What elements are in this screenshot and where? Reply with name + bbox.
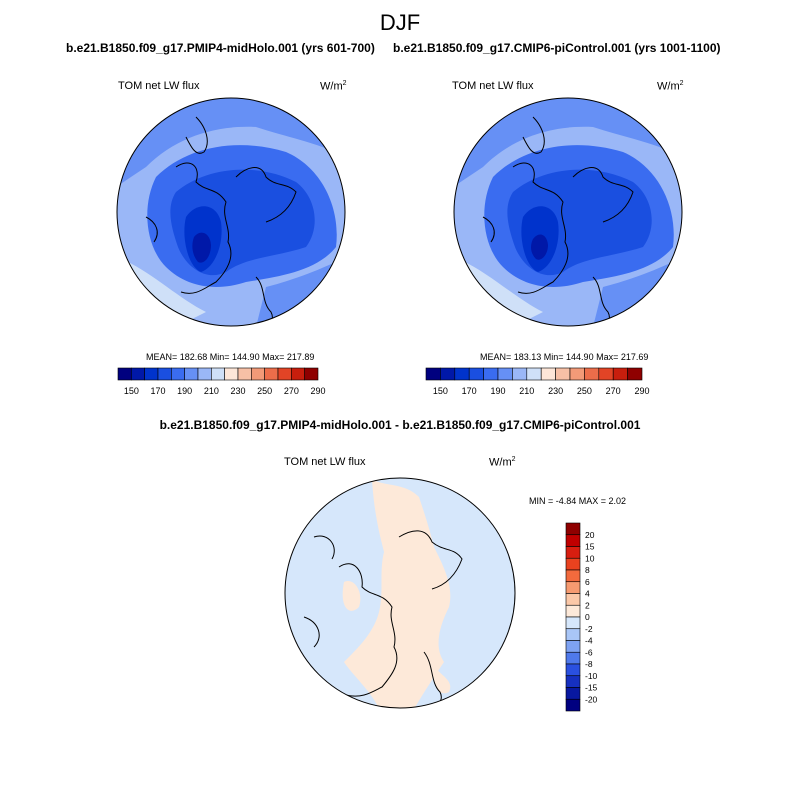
colorbar-tick-label: 20 bbox=[585, 530, 595, 540]
colorbar-swatch bbox=[483, 367, 499, 381]
colorbar-swatch bbox=[425, 367, 441, 381]
colorbar-swatch bbox=[264, 367, 279, 381]
colorbar-swatch bbox=[224, 367, 239, 381]
colorbar-swatch bbox=[565, 604, 581, 618]
colorbar-swatch bbox=[468, 367, 484, 381]
colorbar-swatch bbox=[131, 367, 145, 381]
colorbar-tick-label: 8 bbox=[585, 565, 590, 575]
panel-2-stats: MEAN= 183.13 Min= 144.90 Max= 217.69 bbox=[480, 352, 649, 362]
diff-title: b.e21.B1850.f09_g17.PMIP4-midHolo.001 - … bbox=[159, 418, 641, 432]
colorbar-swatch bbox=[612, 367, 628, 381]
colorbar-swatch bbox=[277, 367, 292, 381]
colorbar-swatch bbox=[440, 367, 456, 381]
diff-variable-label: TOM net LW flux bbox=[284, 456, 366, 468]
colorbar-tick-label: 270 bbox=[606, 386, 621, 396]
panel-1-units-label: W/m2 bbox=[320, 80, 347, 93]
colorbar-tick-label: 15 bbox=[585, 542, 595, 552]
colorbar-swatch bbox=[211, 367, 225, 381]
colorbar-swatch bbox=[565, 522, 581, 536]
colorbar-swatch bbox=[512, 367, 528, 381]
colorbar-tick-label: -10 bbox=[585, 671, 598, 681]
colorbar-swatch bbox=[565, 593, 581, 606]
colorbar-swatch bbox=[565, 628, 581, 641]
colorbar-tick-label: -20 bbox=[585, 694, 598, 704]
diff-units-label: W/m2 bbox=[489, 456, 516, 469]
colorbar-swatch bbox=[117, 367, 132, 381]
diff-polar-map bbox=[284, 477, 516, 709]
colorbar-swatch bbox=[540, 367, 556, 381]
colorbar-tick-label: 230 bbox=[548, 386, 563, 396]
colorbar-swatch bbox=[565, 651, 581, 665]
colorbar-swatch bbox=[565, 534, 581, 547]
colorbar-swatch bbox=[454, 367, 470, 381]
colorbar-swatch bbox=[565, 546, 581, 559]
colorbar-tick-label: 10 bbox=[585, 553, 595, 563]
colorbar-tick-label: 190 bbox=[177, 386, 192, 396]
colorbar-swatch bbox=[497, 367, 513, 381]
colorbar-tick-label: 210 bbox=[204, 386, 219, 396]
panel-1-polar-map bbox=[116, 97, 346, 327]
panel-2-polar-map bbox=[453, 97, 683, 327]
colorbar-tick-label: -15 bbox=[585, 683, 598, 693]
colorbar-tick-label: 230 bbox=[230, 386, 245, 396]
panel-2-variable-label: TOM net LW flux bbox=[452, 80, 534, 92]
colorbar-swatch bbox=[251, 367, 265, 381]
colorbar-swatch bbox=[565, 663, 581, 677]
panel-1-colorbar: 150 170 190 210 230 250 270 290 bbox=[117, 367, 326, 396]
diff-stats: MIN = -4.84 MAX = 2.02 bbox=[529, 496, 627, 506]
colorbar-tick-label: 170 bbox=[462, 386, 477, 396]
colorbar-swatch bbox=[304, 367, 319, 381]
colorbar-tick-label: 290 bbox=[634, 386, 649, 396]
panel-2-units-label: W/m2 bbox=[657, 80, 684, 93]
colorbar-tick-label: -4 bbox=[585, 636, 593, 646]
colorbar-swatch bbox=[555, 367, 571, 381]
colorbar-swatch bbox=[584, 367, 600, 381]
colorbar-tick-label: 2 bbox=[585, 600, 590, 610]
colorbar-swatch bbox=[565, 687, 581, 700]
colorbar-swatch bbox=[565, 640, 581, 653]
colorbar-swatch bbox=[184, 367, 199, 381]
colorbar-tick-label: 190 bbox=[490, 386, 505, 396]
panel-1-stats: MEAN= 182.68 Min= 144.90 Max= 217.89 bbox=[146, 352, 315, 362]
colorbar-tick-label: 250 bbox=[257, 386, 272, 396]
colorbar-tick-label: 250 bbox=[577, 386, 592, 396]
colorbar-tick-label: 0 bbox=[585, 612, 590, 622]
colorbar-swatch bbox=[197, 367, 212, 381]
colorbar-tick-label: 4 bbox=[585, 589, 590, 599]
panel-1-case-title: b.e21.B1850.f09_g17.PMIP4-midHolo.001 (y… bbox=[66, 41, 375, 55]
season-title: DJF bbox=[379, 10, 421, 35]
colorbar-swatch bbox=[565, 581, 581, 594]
colorbar-tick-label: -8 bbox=[585, 659, 593, 669]
colorbar-swatch bbox=[565, 698, 581, 712]
colorbar-tick-label: 150 bbox=[124, 386, 139, 396]
colorbar-swatch bbox=[237, 367, 252, 381]
panel-2-case-title: b.e21.B1850.f09_g17.CMIP6-piControl.001 … bbox=[393, 41, 721, 55]
panel-2-colorbar: 150 170 190 210 230 250 270 290 bbox=[425, 367, 650, 396]
colorbar-swatch bbox=[157, 367, 172, 381]
colorbar-swatch bbox=[565, 569, 581, 583]
colorbar-swatch bbox=[171, 367, 185, 381]
colorbar-tick-label: 170 bbox=[150, 386, 165, 396]
colorbar-tick-label: -2 bbox=[585, 624, 593, 634]
colorbar-swatch bbox=[598, 367, 614, 381]
colorbar-swatch bbox=[565, 616, 581, 630]
colorbar-tick-label: 210 bbox=[519, 386, 534, 396]
colorbar-tick-label: 290 bbox=[310, 386, 325, 396]
colorbar-swatch bbox=[565, 557, 581, 571]
colorbar-swatch bbox=[291, 367, 305, 381]
panel-1-variable-label: TOM net LW flux bbox=[118, 80, 200, 92]
colorbar-swatch bbox=[144, 367, 159, 381]
colorbar-tick-label: 150 bbox=[433, 386, 448, 396]
colorbar-tick-label: -6 bbox=[585, 647, 593, 657]
colorbar-tick-label: 270 bbox=[284, 386, 299, 396]
colorbar-swatch bbox=[565, 675, 581, 688]
colorbar-tick-label: 6 bbox=[585, 577, 590, 587]
colorbar-swatch bbox=[526, 367, 542, 381]
colorbar-swatch bbox=[627, 367, 643, 381]
colorbar-swatch bbox=[569, 367, 585, 381]
